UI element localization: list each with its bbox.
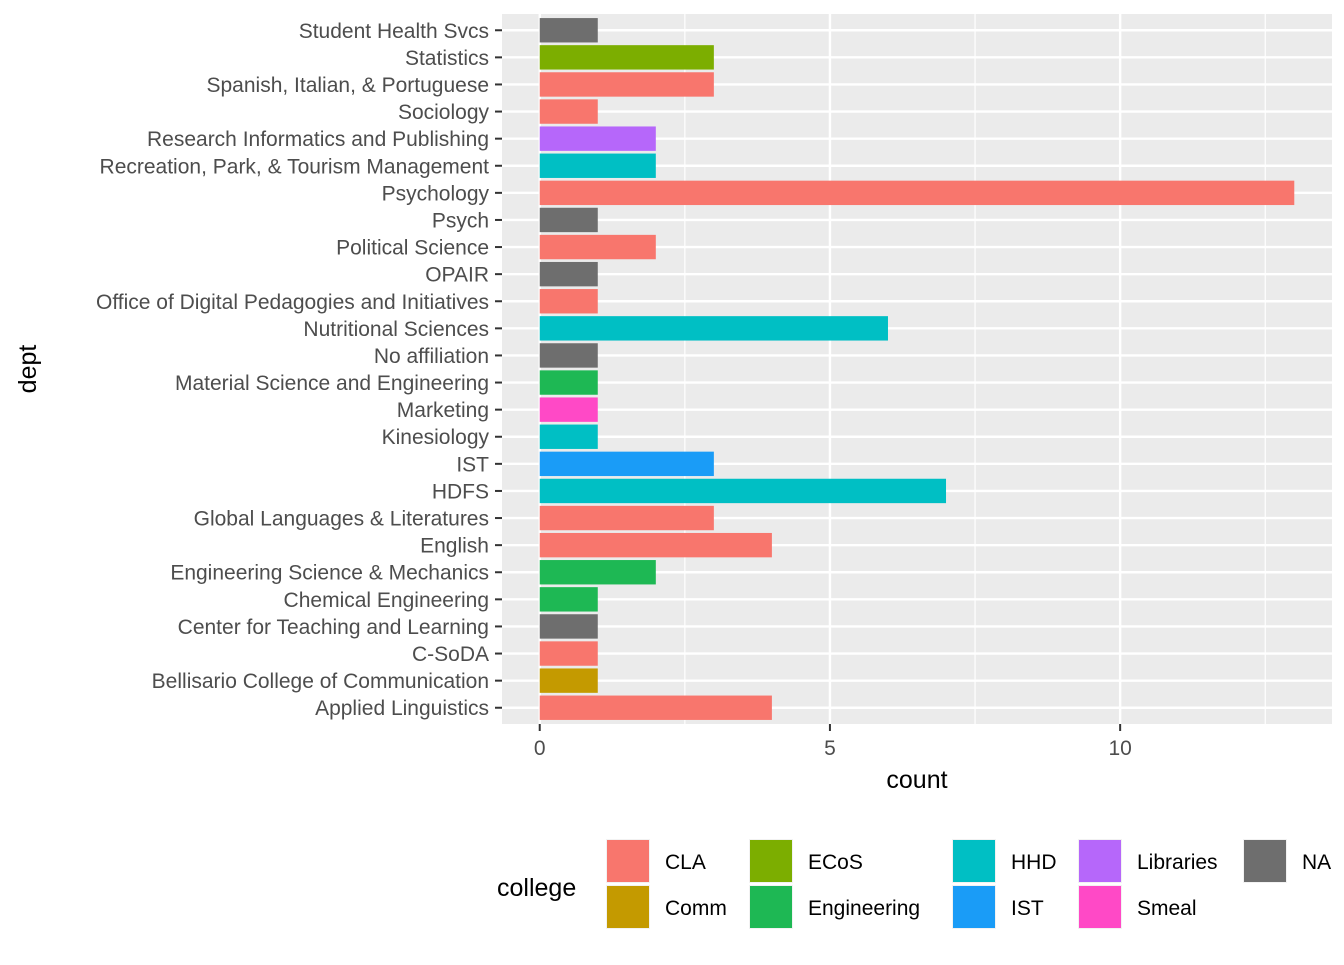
y-tick-label: Sociology [398, 101, 490, 124]
y-tick-label: Engineering Science & Mechanics [170, 562, 489, 585]
bars [539, 18, 1295, 720]
y-tick-label: Marketing [397, 399, 489, 422]
y-tick-label: Statistics [405, 47, 489, 70]
y-tick-label: English [420, 535, 489, 558]
legend-label: Smeal [1137, 897, 1197, 920]
bar [539, 532, 772, 558]
y-tick-label: Student Health Svcs [299, 20, 489, 43]
bar [539, 451, 714, 477]
legend: college CLA Comm ECoS Engineering HHD IST Libr… [497, 839, 1331, 929]
y-tick-label: Material Science and Engineering [175, 372, 489, 395]
bar [539, 261, 598, 287]
x-axis: 0 5 10 [534, 724, 1132, 760]
y-tick-label: Recreation, Park, & Tourism Management [100, 155, 490, 178]
y-tick-label: OPAIR [425, 264, 489, 287]
bar [539, 370, 598, 395]
y-tick-label: Spanish, Italian, & Portuguese [206, 74, 489, 97]
y-tick-label: Global Languages & Literatures [194, 508, 489, 531]
y-axis-title: dept [14, 345, 42, 394]
bar [539, 560, 656, 585]
legend-swatch [1244, 840, 1286, 882]
y-tick-label: Office of Digital Pedagogies and Initiat… [96, 291, 489, 314]
bar [539, 99, 598, 124]
bar [539, 695, 772, 720]
legend-label: ECoS [808, 851, 863, 874]
legend-title: college [497, 874, 576, 902]
panel-background [502, 14, 1332, 724]
bar [539, 45, 714, 70]
bar [539, 316, 888, 341]
y-tick-label: Research Informatics and Publishing [147, 128, 489, 151]
legend-label: IST [1011, 897, 1044, 920]
bar [539, 18, 598, 43]
legend-swatch [953, 840, 995, 882]
y-tick-label: Political Science [336, 237, 489, 260]
bar [539, 668, 598, 693]
y-axis: Applied Linguistics Bellisario College of… [96, 20, 502, 720]
bar [539, 126, 656, 151]
bar [539, 505, 714, 531]
x-tick-label: 10 [1108, 737, 1131, 760]
legend-label: HHD [1011, 851, 1057, 874]
bar [539, 343, 598, 368]
legend-swatch [1079, 886, 1121, 928]
bar [539, 478, 947, 504]
x-axis-title: count [886, 766, 947, 794]
bar [539, 397, 598, 422]
x-tick-label: 5 [824, 737, 836, 760]
legend-swatch [953, 886, 995, 928]
y-tick-label: Nutritional Sciences [303, 318, 489, 341]
legend-label: NA [1302, 851, 1331, 874]
bar [539, 424, 598, 449]
y-tick-label: C-SoDA [412, 643, 489, 666]
y-tick-label: Applied Linguistics [315, 697, 489, 720]
legend-label: CLA [665, 851, 706, 874]
y-tick-label: Psych [432, 209, 489, 232]
bar [539, 153, 656, 178]
y-tick-label: Kinesiology [382, 426, 490, 449]
legend-swatch [1079, 840, 1121, 882]
bar [539, 614, 598, 639]
y-tick-label: No affiliation [374, 345, 489, 368]
legend-swatch [607, 886, 649, 928]
y-tick-label: Center for Teaching and Learning [178, 616, 489, 639]
legend-label: Libraries [1137, 851, 1218, 874]
y-tick-label: HDFS [432, 480, 489, 503]
bar [539, 289, 598, 314]
bar [539, 234, 656, 260]
bar [539, 180, 1295, 206]
bar [539, 587, 598, 612]
legend-label: Comm [665, 897, 727, 920]
legend-swatch [607, 840, 649, 882]
bar [539, 641, 598, 666]
y-tick-label: Bellisario College of Communication [152, 670, 489, 693]
y-tick-label: Psychology [382, 182, 490, 205]
y-tick-label: Chemical Engineering [284, 589, 489, 612]
legend-label: Engineering [808, 897, 920, 920]
legend-swatch [750, 886, 792, 928]
bar [539, 207, 598, 233]
bar [539, 72, 714, 97]
x-tick-label: 0 [534, 737, 546, 760]
y-tick-label: IST [456, 453, 489, 476]
legend-swatch [750, 840, 792, 882]
